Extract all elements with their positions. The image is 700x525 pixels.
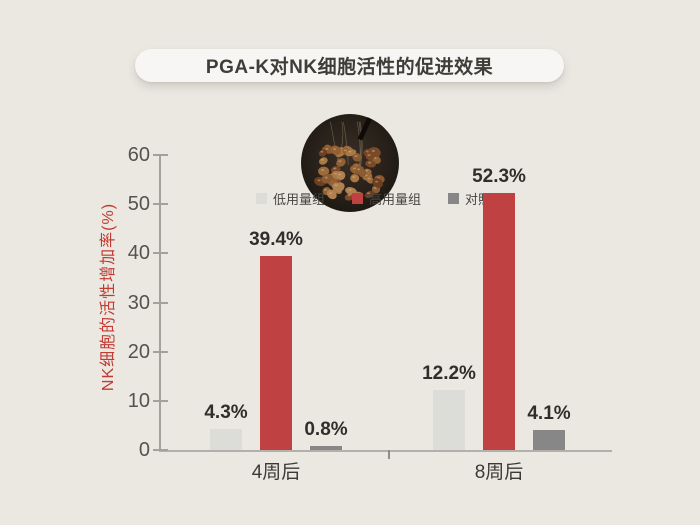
- y-tick-label-50: 50: [127, 193, 150, 216]
- y-tick-label-60: 60: [127, 144, 150, 166]
- bar-value-label: 0.8%: [304, 419, 348, 441]
- y-tick-60: [153, 154, 168, 156]
- category-label-1: 4周后: [251, 462, 301, 483]
- bar-series2-group1: [260, 256, 292, 450]
- chart-title-pill: PGA-K对NK细胞活性的促进效果: [135, 49, 564, 82]
- bar-series2-group2: [483, 192, 515, 450]
- natto-photo-illustration: [301, 114, 399, 212]
- bar-series3-group1: [310, 446, 342, 450]
- y-tick-label-20: 20: [127, 340, 150, 363]
- category-label-2: 8周后: [474, 462, 524, 483]
- legend-label: 高用量组: [369, 192, 422, 207]
- x-axis-category-tick: [388, 450, 390, 459]
- x-axis-line: [159, 450, 612, 452]
- y-tick-10: [153, 399, 168, 402]
- y-tick-20: [153, 350, 168, 353]
- bar-value-label: 4.1%: [527, 402, 571, 424]
- legend-swatch-icon: [352, 193, 364, 204]
- y-tick-50: [153, 203, 168, 206]
- y-axis-line: [159, 155, 161, 452]
- chart-legend: 低用量组高用量组对照组: [256, 189, 504, 208]
- y-tick-label-30: 30: [127, 291, 150, 314]
- y-tick-30: [153, 301, 168, 304]
- legend-item-2: 高用量组: [352, 189, 421, 208]
- bar-series1-group1: [210, 428, 242, 450]
- bar-value-label: 4.3%: [204, 401, 248, 423]
- bar-series3-group2: [533, 429, 565, 450]
- y-tick-40: [153, 252, 168, 255]
- legend-item-1: 低用量组: [256, 189, 325, 208]
- legend-label: 低用量组: [273, 192, 326, 207]
- natto-food-photo: [301, 114, 399, 212]
- bar-series1-group2: [433, 390, 465, 450]
- legend-swatch-icon: [448, 193, 460, 204]
- bar-value-label: 39.4%: [249, 229, 303, 251]
- y-tick-0: [153, 449, 168, 451]
- y-tick-label-0: 0: [138, 439, 150, 461]
- y-tick-label-40: 40: [127, 242, 150, 265]
- y-tick-label-10: 10: [127, 389, 150, 412]
- bar-value-label: 12.2%: [422, 363, 476, 385]
- bar-value-label: 52.3%: [472, 165, 526, 187]
- legend-swatch-icon: [256, 193, 267, 204]
- chart-title: PGA-K对NK细胞活性的促进效果: [205, 57, 494, 78]
